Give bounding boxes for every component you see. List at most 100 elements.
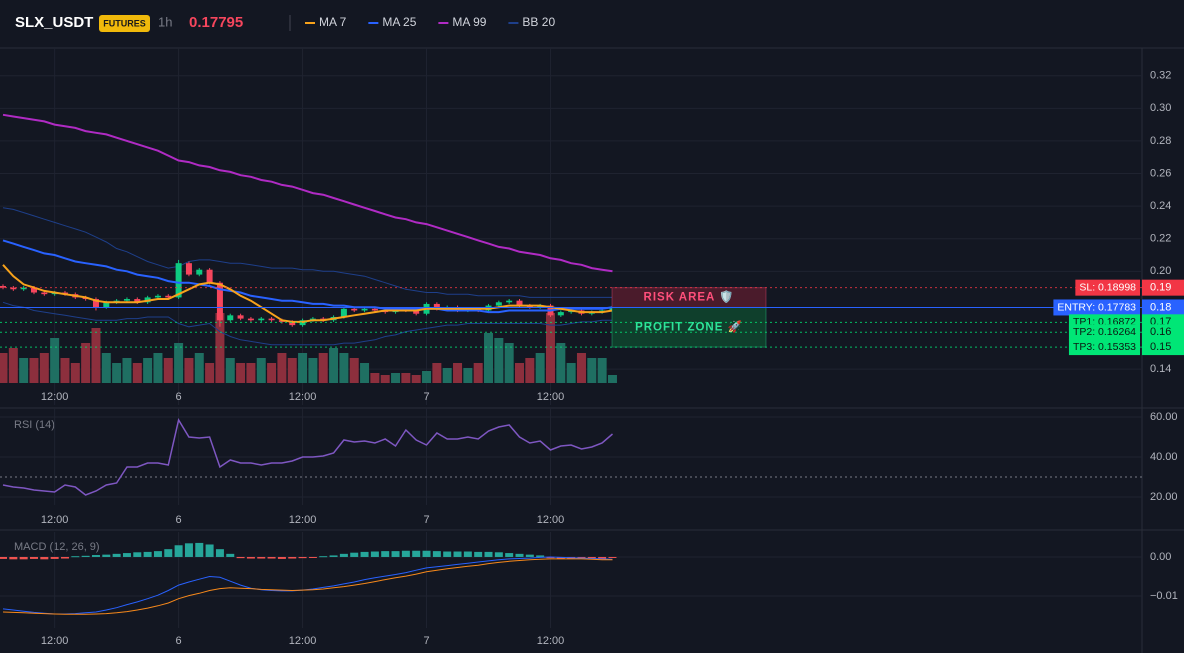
volume-bar <box>370 373 380 383</box>
volume-bar <box>205 363 215 383</box>
volume-bar <box>308 358 318 383</box>
candle-body <box>41 292 48 295</box>
volume-bar <box>391 373 401 383</box>
volume-bar <box>298 353 308 383</box>
volume-bar <box>29 358 39 383</box>
axis-level-label: 0.18 <box>1150 301 1171 313</box>
volume-bar <box>380 375 390 383</box>
badge: FUTURES <box>103 18 146 28</box>
y-tick-label: 40.00 <box>1150 451 1178 463</box>
histogram-bar <box>91 555 100 557</box>
volume-bar <box>607 375 617 383</box>
level-label: TP3: 0.15353 <box>1073 341 1136 353</box>
volume-bar <box>453 363 463 383</box>
histogram-bar <box>608 556 617 558</box>
rsi-title: RSI (14) <box>14 419 55 431</box>
volume-bar <box>101 353 111 383</box>
interval: 1h <box>158 14 172 29</box>
volume-bar <box>422 371 432 383</box>
x-tick-label: 12:00 <box>289 391 317 403</box>
volume-bar <box>463 368 473 383</box>
candle-body <box>237 315 244 319</box>
histogram-bar <box>184 543 193 557</box>
volume-bar <box>19 358 29 383</box>
axis-level-label: 0.19 <box>1150 282 1171 294</box>
volume-bar <box>8 348 18 383</box>
y-tick-label: 20.00 <box>1150 491 1178 503</box>
candle-body <box>227 315 234 321</box>
candle-body <box>134 299 141 303</box>
volume-bar <box>329 348 339 383</box>
ma-line <box>2 113 613 273</box>
histogram-bar <box>195 542 204 557</box>
candle-body <box>247 318 254 321</box>
candle-body <box>506 300 513 303</box>
legend-label: MA 7 <box>319 15 347 29</box>
x-tick-label: 12:00 <box>537 635 565 647</box>
histogram-bar <box>205 544 214 557</box>
histogram-bar <box>484 551 493 557</box>
y-tick-label: 0.30 <box>1150 102 1171 114</box>
candle-body <box>216 282 223 321</box>
histogram-bar <box>0 556 7 559</box>
level-label-bg <box>1075 279 1140 296</box>
volume-bar <box>587 358 597 383</box>
histogram-bar <box>174 545 183 557</box>
level-label-bg <box>1068 324 1140 341</box>
histogram-bar <box>81 555 90 557</box>
histogram-bar <box>257 556 266 559</box>
volume-bar <box>339 353 349 383</box>
volume-bar <box>556 343 566 383</box>
histogram-bar <box>453 551 462 557</box>
y-tick-label: 0.28 <box>1150 135 1171 147</box>
histogram-bar <box>19 556 28 560</box>
volume-bar <box>246 363 256 383</box>
volume-bar <box>349 358 359 383</box>
histogram-bar <box>71 556 80 558</box>
histogram-bar <box>432 551 441 557</box>
volume-bar <box>401 373 411 383</box>
level-label: ENTRY: 0.17783 <box>1057 301 1136 313</box>
candle-body <box>361 308 368 311</box>
y-tick-label: 60.00 <box>1150 411 1178 423</box>
x-tick-label: 12:00 <box>289 635 317 647</box>
histogram-bar <box>505 553 514 557</box>
volume-bar <box>194 353 204 383</box>
histogram-bar <box>29 556 38 559</box>
histogram-bar <box>60 556 69 559</box>
volume-bar <box>360 363 370 383</box>
volume-bar <box>494 338 504 383</box>
histogram-bar <box>422 550 431 557</box>
candle-body <box>351 308 358 311</box>
histogram-bar <box>515 553 524 557</box>
volume-bar <box>442 368 452 383</box>
volume-bar <box>597 358 607 383</box>
histogram-bar <box>288 556 297 559</box>
x-tick-label: 12:00 <box>537 514 565 526</box>
volume-bar <box>153 353 163 383</box>
legend-label: BB 20 <box>522 15 555 29</box>
candle-body <box>206 269 213 283</box>
axis-label-bg <box>1142 279 1184 296</box>
histogram-bar <box>494 552 503 557</box>
histogram-bar <box>598 556 607 559</box>
histogram-bar <box>246 556 255 559</box>
band-line <box>2 207 613 298</box>
macd-line <box>2 558 613 615</box>
volume-bar <box>267 363 277 383</box>
volume-bar <box>215 313 225 383</box>
volume-bar <box>112 363 122 383</box>
candle-body <box>175 263 182 298</box>
histogram-bar <box>277 556 286 559</box>
candle-body <box>20 287 27 290</box>
y-tick-label: 0.20 <box>1150 265 1171 277</box>
histogram-bar <box>226 553 235 557</box>
volume-bar <box>143 358 153 383</box>
axis-label-bg <box>1142 299 1184 316</box>
histogram-bar <box>267 556 276 559</box>
candle-body <box>154 295 161 298</box>
volume-bar <box>545 313 555 383</box>
histogram-bar <box>401 550 410 557</box>
x-tick-label: 12:00 <box>41 635 69 647</box>
